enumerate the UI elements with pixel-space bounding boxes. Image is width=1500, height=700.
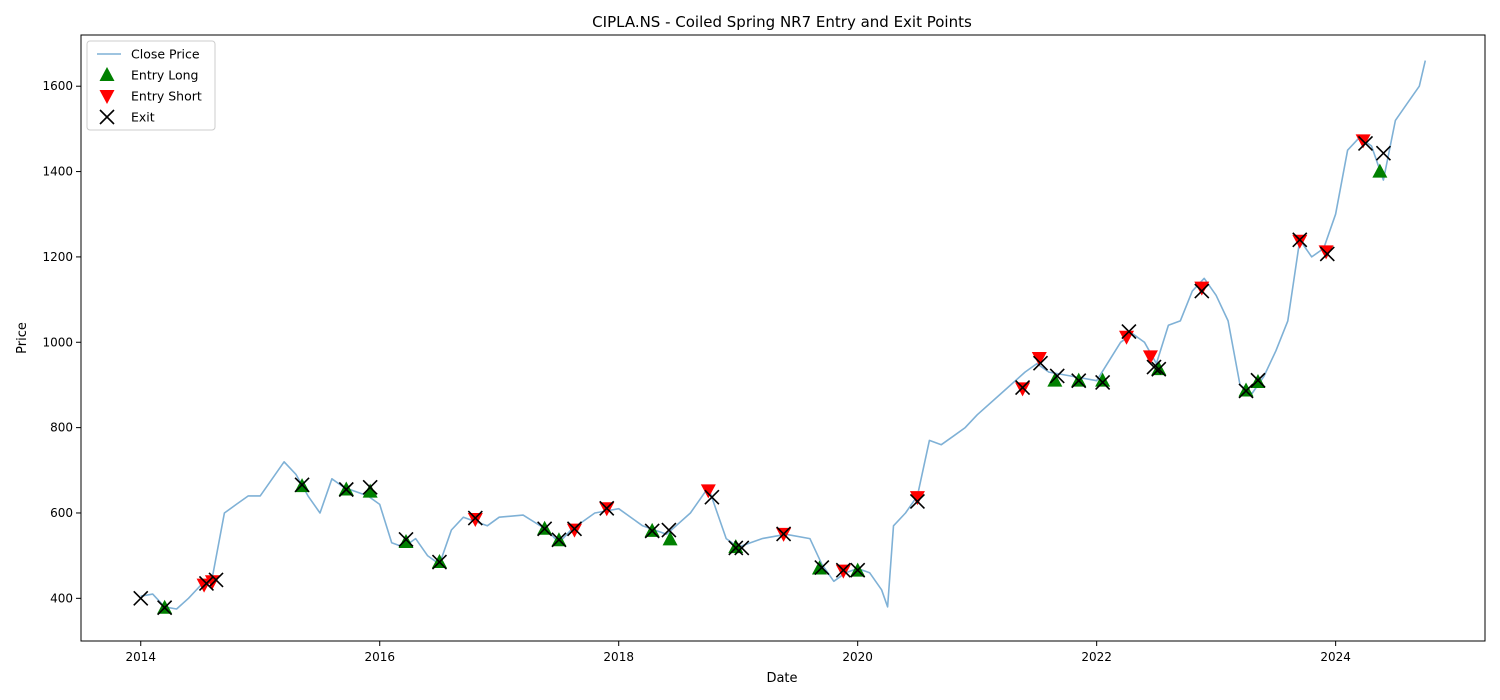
x-tick-label: 2022 xyxy=(1081,650,1112,664)
exit-marker xyxy=(1194,283,1210,299)
entry-short-marker xyxy=(1292,234,1308,249)
legend-swatch-exit xyxy=(99,109,115,125)
legend: Close Price Entry Long Entry Short Exit xyxy=(86,40,216,131)
x-tick-label: 2016 xyxy=(364,650,395,664)
exit-marker xyxy=(294,477,310,493)
entry-short-marker xyxy=(1119,330,1135,345)
exit-marker xyxy=(338,481,354,498)
y-tick-label: 1600 xyxy=(42,79,73,93)
legend-swatch-short xyxy=(99,90,115,104)
entry-short-marker xyxy=(1015,382,1031,397)
x-axis: 2014 2016 2018 2020 2022 2024 xyxy=(125,641,1351,664)
y-tick-label: 1000 xyxy=(42,335,73,349)
y-tick-label: 400 xyxy=(50,591,73,605)
exit-marker xyxy=(1071,373,1087,389)
legend-label: Exit xyxy=(131,110,155,125)
exit-marker xyxy=(1357,135,1374,151)
exit-marker xyxy=(835,562,851,578)
exit-marker xyxy=(467,510,483,526)
exit-marker xyxy=(661,522,677,538)
exit-marker xyxy=(566,521,583,537)
exit-marker xyxy=(537,521,553,537)
entry-long-marker xyxy=(362,483,378,498)
x-tick-label: 2020 xyxy=(842,650,873,664)
entry-short-marker xyxy=(467,512,483,527)
exit-marker xyxy=(551,532,567,548)
legend-label: Entry Short xyxy=(131,89,202,104)
y-axis: 400 600 800 1000 1200 1400 1600 xyxy=(42,79,81,605)
x-axis-label: Date xyxy=(766,671,797,686)
x-tick-label: 2014 xyxy=(125,650,156,664)
entry-short-marker xyxy=(566,523,582,538)
y-axis-label: Price xyxy=(15,322,30,354)
exit-marker xyxy=(1146,359,1162,375)
entry-short-marker xyxy=(909,491,925,506)
entry-short-marker xyxy=(700,484,716,499)
exit-marker xyxy=(1121,324,1137,340)
exit-marker xyxy=(1032,355,1049,371)
exit-marker xyxy=(431,554,448,570)
exit-marker xyxy=(850,562,866,578)
x-tick-label: 2018 xyxy=(603,650,634,664)
exit-marker xyxy=(157,600,173,616)
exit-marker xyxy=(814,560,830,576)
exit-marker xyxy=(644,523,660,539)
entry-long-marker xyxy=(811,560,827,575)
exit-marker xyxy=(1319,246,1335,262)
exit-marker xyxy=(133,590,149,606)
entry-long-marker xyxy=(1238,382,1254,397)
exit-marker xyxy=(1375,145,1391,161)
y-tick-label: 800 xyxy=(50,421,73,435)
entry-short-marker xyxy=(1194,281,1210,296)
plot-area xyxy=(133,60,1427,616)
exit-marker xyxy=(1151,361,1167,377)
plot-frame xyxy=(80,34,1486,642)
entry-long-marker xyxy=(662,531,678,546)
legend-label: Close Price xyxy=(131,47,200,62)
exit-marker xyxy=(1095,374,1111,390)
y-tick-label: 1400 xyxy=(42,165,73,179)
legend-label: Entry Long xyxy=(131,68,198,83)
x-tick-label: 2024 xyxy=(1320,650,1351,664)
entry-long-marker xyxy=(398,533,414,548)
y-tick-label: 1200 xyxy=(42,250,73,264)
exit-marker xyxy=(909,493,925,510)
exit-marker xyxy=(1049,368,1065,384)
exit-marker xyxy=(1292,232,1308,248)
entry-long-marker xyxy=(1372,163,1388,178)
exit-marker xyxy=(776,526,792,542)
entry-short-marker xyxy=(1031,352,1047,367)
y-tick-label: 600 xyxy=(50,506,73,520)
exit-marker xyxy=(728,540,744,556)
exit-marker xyxy=(1238,383,1254,399)
exit-marker xyxy=(208,572,224,588)
exit-marker xyxy=(704,489,720,505)
exit-marker xyxy=(362,479,378,495)
exit-marker xyxy=(1015,379,1031,396)
legend-swatch-long xyxy=(99,67,115,81)
entry-short-marker xyxy=(835,564,851,579)
exit-marker xyxy=(398,531,414,547)
exit-marker xyxy=(599,500,615,516)
entry-short-marker xyxy=(1142,350,1158,365)
legend-box xyxy=(86,40,216,131)
exit-marker xyxy=(198,575,215,591)
exit-marker xyxy=(1250,372,1266,388)
exit-marker xyxy=(734,540,750,556)
entry-long-marker xyxy=(1095,372,1111,387)
chart-title: CIPLA.NS - Coiled Spring NR7 Entry and E… xyxy=(592,13,972,31)
